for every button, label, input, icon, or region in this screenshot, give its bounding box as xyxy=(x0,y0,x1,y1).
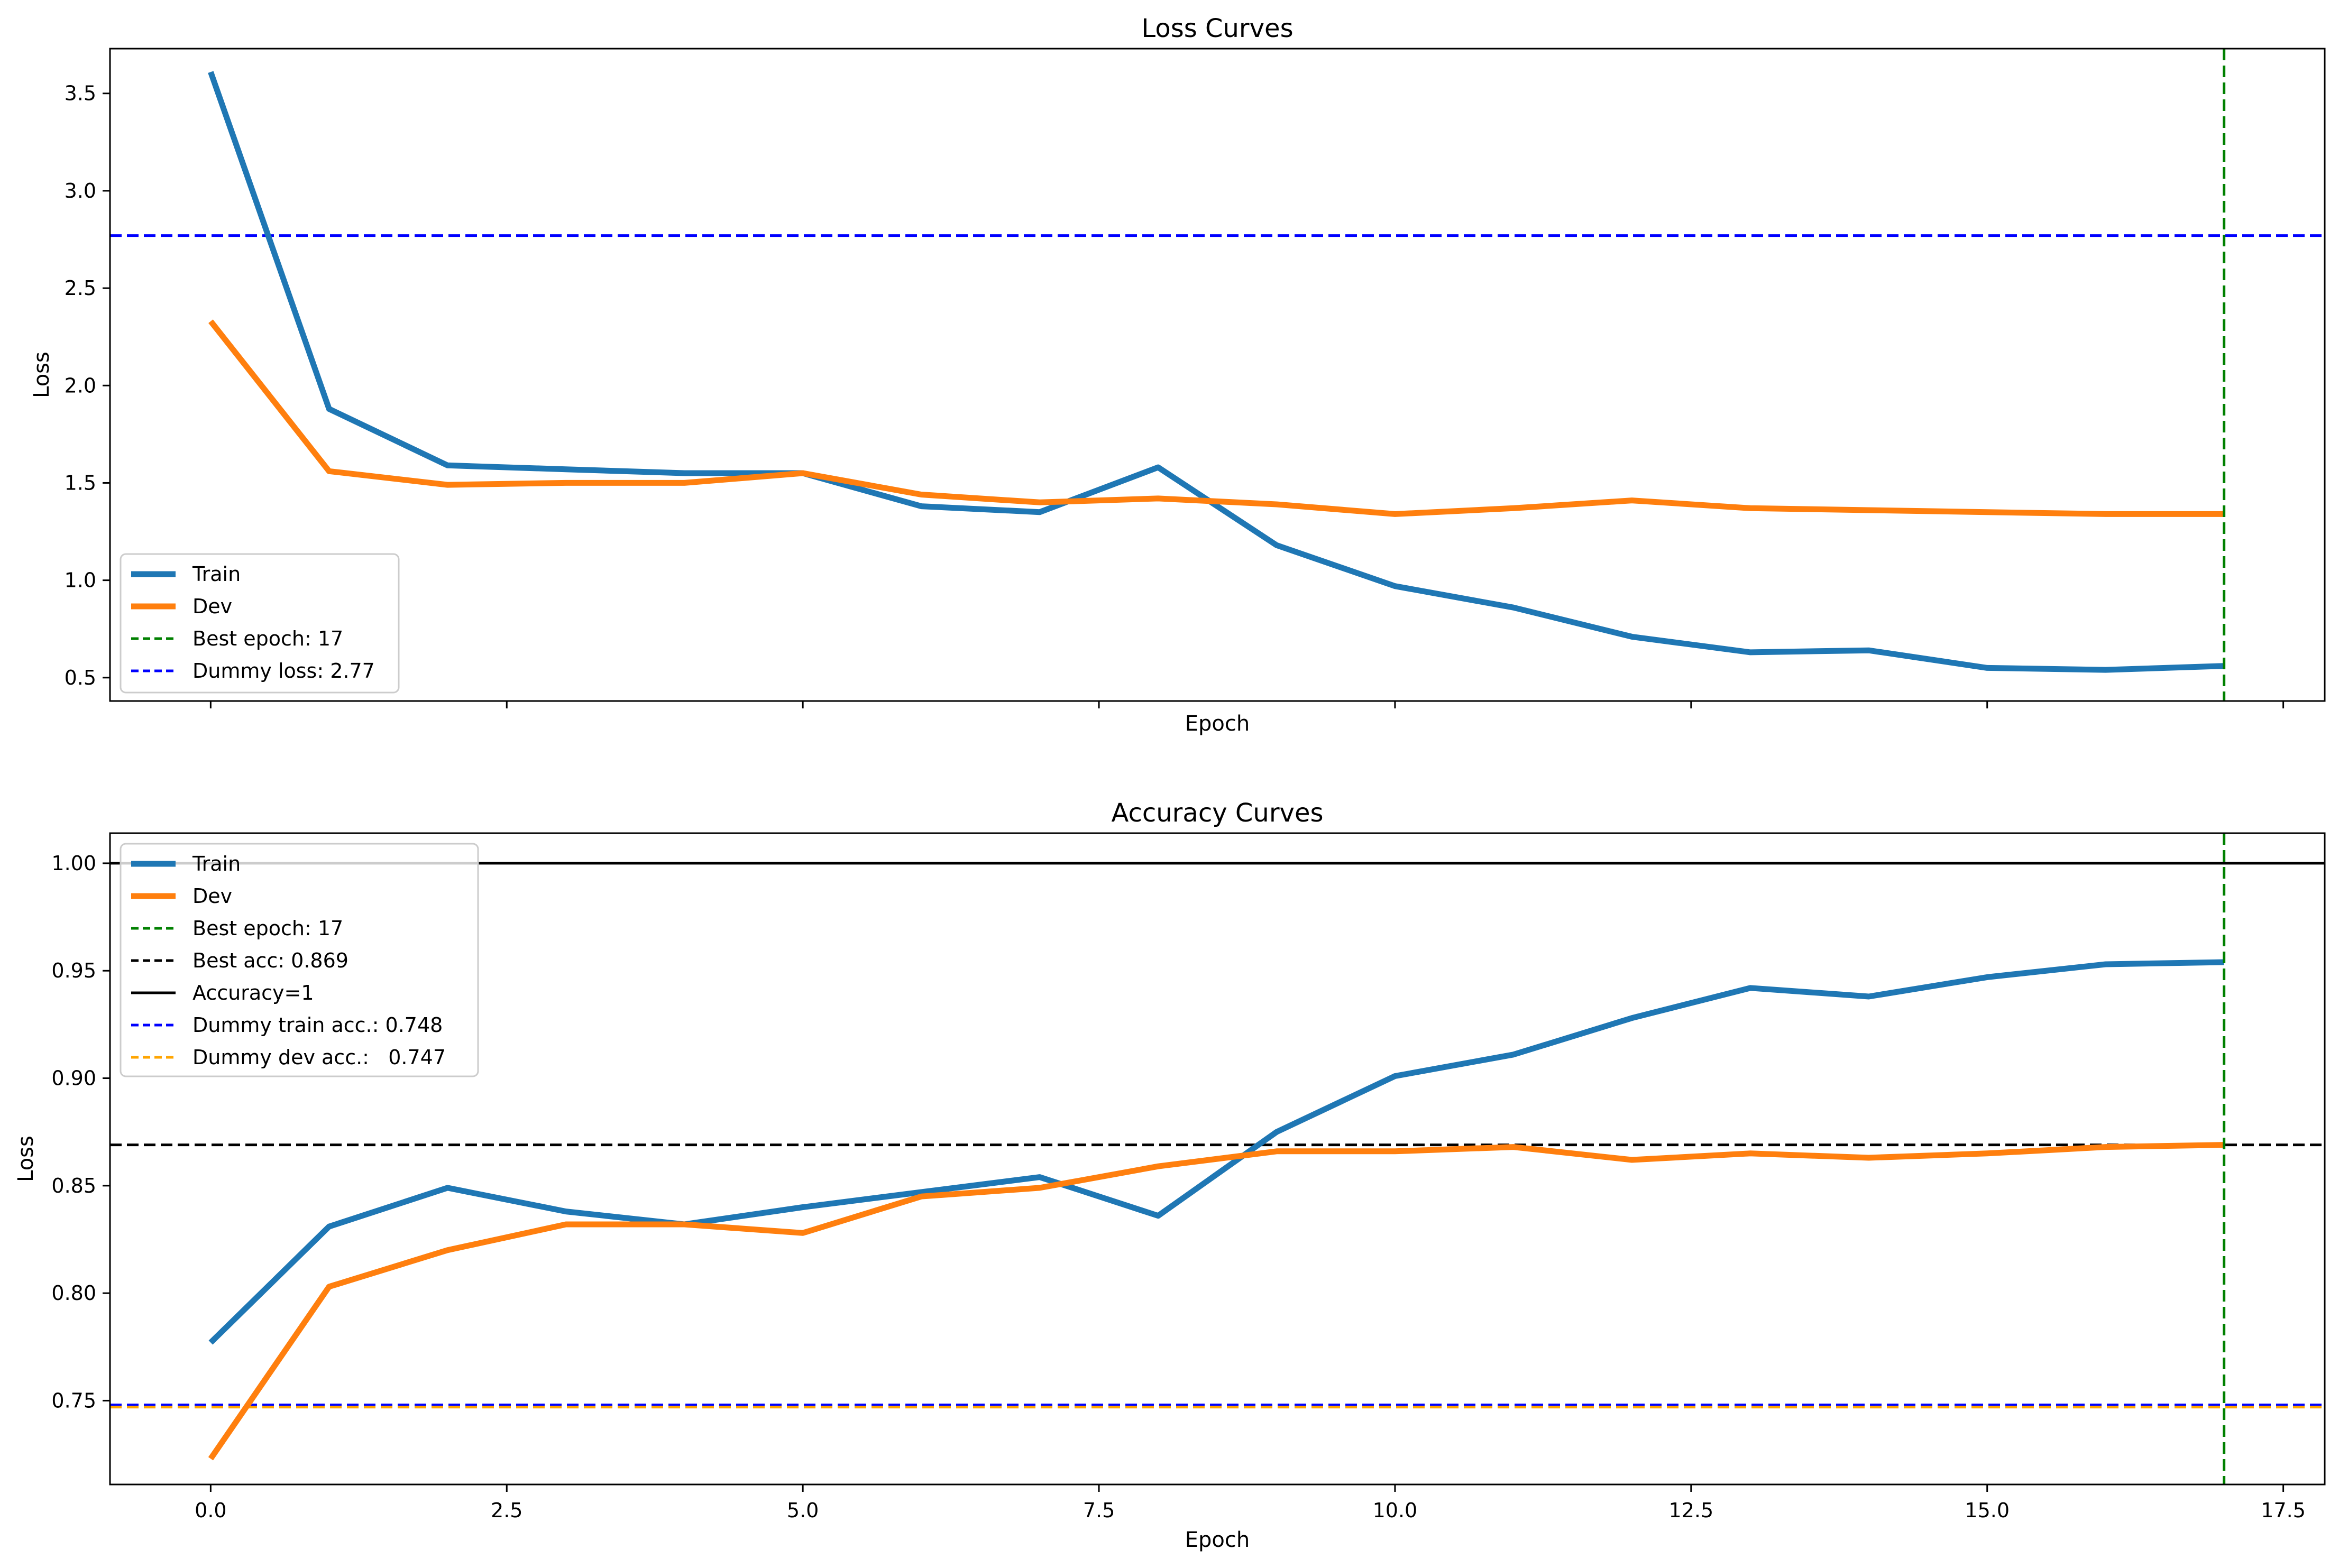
legend: Train Dev Best epoch: 17 Best acc: 0.869 Acc… xyxy=(120,843,479,1077)
legend-entry-dev-label: Dev xyxy=(192,595,232,618)
x-tick-label: 5.0 xyxy=(787,1499,819,1522)
legend-entry-reference-0-label: Best epoch: 17 xyxy=(192,627,343,650)
y-tick-label: 1.0 xyxy=(65,569,96,592)
accuracy-curves-panel: Accuracy Curves 0.0 2.5 5.0 7.5 10.0 12.5 15.0 1… xyxy=(14,798,2326,1552)
series-line-dev xyxy=(208,1142,2224,1461)
legend-entry-reference-4-label: Dummy dev acc.: 0.747 xyxy=(192,1046,446,1069)
y-axis-label: Loss xyxy=(30,352,54,398)
y-tick-label: 0.80 xyxy=(51,1281,96,1305)
y-tick-label: 0.90 xyxy=(51,1067,96,1090)
legend-entry-reference-2-label: Accuracy=1 xyxy=(192,981,314,1004)
x-tick-label: 0.0 xyxy=(195,1499,226,1522)
x-axis-label: Epoch xyxy=(1185,1528,1250,1552)
legend-entry-dev-label: Dev xyxy=(192,884,232,908)
series-line-train xyxy=(208,959,2224,1345)
plot-frame xyxy=(109,832,2326,1486)
y-tick-label: 0.75 xyxy=(51,1389,96,1412)
x-tick-label: 10.0 xyxy=(1373,1499,1418,1522)
y-tick-label: 0.95 xyxy=(51,959,96,982)
legend-entry-reference-1-label: Best acc: 0.869 xyxy=(192,949,348,972)
series-line-dev xyxy=(208,319,2224,517)
x-tick-label: 12.5 xyxy=(1669,1499,1714,1522)
x-tick-label: 2.5 xyxy=(491,1499,522,1522)
plot-frame xyxy=(109,48,2326,702)
y-tick-label: 0.5 xyxy=(65,666,96,689)
x-tick-label: 7.5 xyxy=(1083,1499,1115,1522)
x-tick-label: 17.5 xyxy=(2261,1499,2306,1522)
y-tick-label: 1.00 xyxy=(51,852,96,875)
y-axis-label: Loss xyxy=(14,1136,38,1182)
x-tick-label: 15.0 xyxy=(1965,1499,2010,1522)
chart-title: Accuracy Curves xyxy=(1111,798,1323,828)
chart-title: Loss Curves xyxy=(1141,14,1293,43)
legend-entry-reference-0-label: Best epoch: 17 xyxy=(192,917,343,940)
legend: Train Dev Best epoch: 17 Dummy loss: 2.77 xyxy=(120,553,400,694)
y-tick-label: 2.0 xyxy=(65,374,96,397)
series-line-train xyxy=(208,71,2224,673)
legend-entry-reference-1-label: Dummy loss: 2.77 xyxy=(192,659,375,682)
y-tick-label: 2.5 xyxy=(65,276,96,300)
loss-curves-panel: Loss Curves 0.5 1.0 1.5 2.0 2.5 3.0 3.5 Epoch Los… xyxy=(30,14,2326,736)
legend-box xyxy=(120,553,400,694)
legend-box xyxy=(120,843,479,1077)
y-tick-label: 3.5 xyxy=(65,82,96,105)
legend-entry-train-label: Train xyxy=(192,562,241,586)
y-tick-label: 1.5 xyxy=(65,471,96,494)
x-axis-label: Epoch xyxy=(1185,712,1250,736)
legend-entry-reference-3-label: Dummy train acc.: 0.748 xyxy=(192,1013,443,1037)
y-tick-label: 0.85 xyxy=(51,1174,96,1197)
y-tick-label: 3.0 xyxy=(65,179,96,202)
legend-entry-train-label: Train xyxy=(192,852,241,875)
